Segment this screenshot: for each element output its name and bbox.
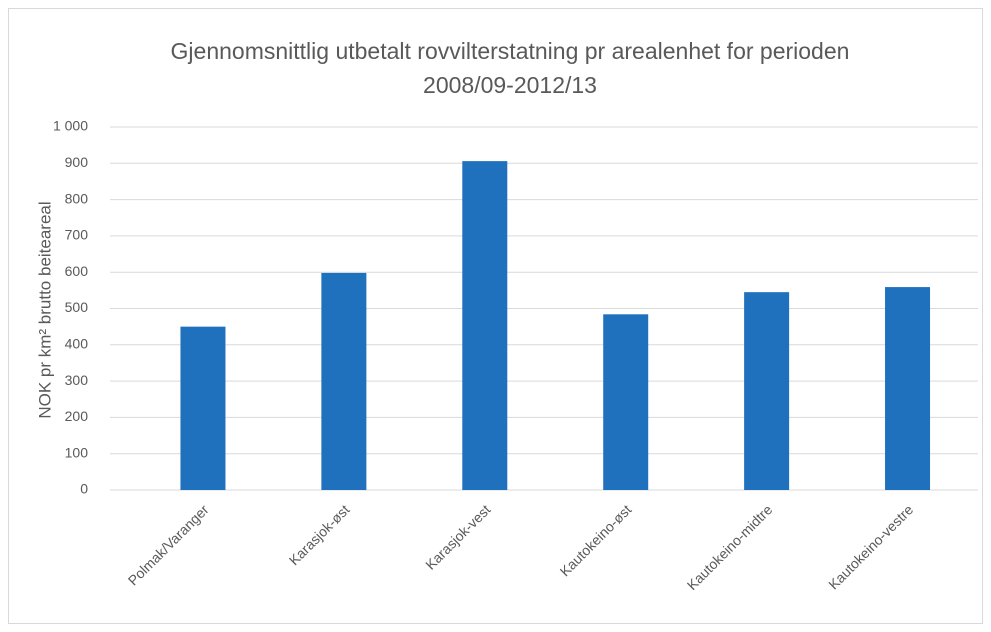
bar — [603, 314, 649, 490]
y-tick-label: 800 — [65, 190, 89, 206]
y-tick-label: 0 — [80, 481, 88, 497]
y-tick-label: 200 — [65, 408, 89, 424]
bar — [180, 326, 226, 490]
chart-title: Gjennomsnittlig utbetalt rovvilterstatni… — [170, 38, 850, 98]
y-tick-label: 500 — [65, 299, 89, 315]
bar — [462, 161, 508, 490]
bar — [321, 272, 367, 490]
y-tick-label: 700 — [65, 227, 89, 243]
y-tick-label: 600 — [65, 263, 89, 279]
bar — [744, 292, 790, 490]
y-tick-label: 1 000 — [53, 118, 88, 134]
y-tick-label: 900 — [65, 154, 89, 170]
y-axis-label: NOK pr km² brutto beiteareal — [35, 201, 54, 418]
y-tick-label: 400 — [65, 336, 89, 352]
y-tick-label: 300 — [65, 372, 89, 388]
y-tick-label: 100 — [65, 444, 89, 460]
bar — [885, 287, 931, 490]
